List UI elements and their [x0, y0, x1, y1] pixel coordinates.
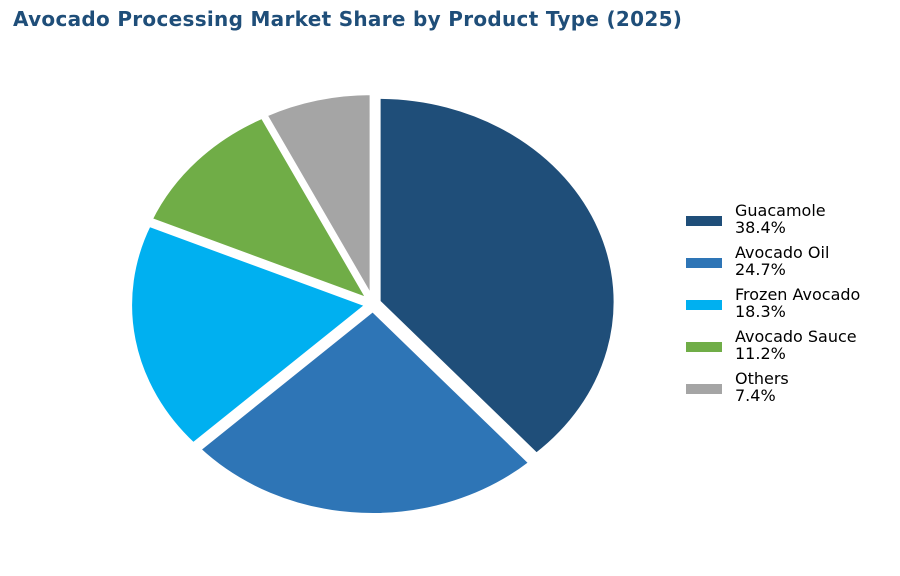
- pie-slice-avocado-sauce: [148, 114, 371, 302]
- legend-swatch: [686, 342, 722, 352]
- legend-label: Avocado Oil: [735, 243, 830, 262]
- pie-slice-avocado-oil: [196, 307, 533, 517]
- pie-slices: [128, 91, 618, 517]
- legend-label: Avocado Sauce: [735, 327, 857, 346]
- legend-swatch: [686, 258, 722, 268]
- legend-swatch: [686, 384, 722, 394]
- legend-label: Frozen Avocado: [735, 285, 861, 304]
- legend-value: 7.4%: [735, 386, 776, 405]
- legend-swatch: [686, 300, 722, 310]
- legend-label: Guacamole: [735, 201, 826, 220]
- legend-value: 24.7%: [735, 260, 786, 279]
- pie-slice-frozen-avocado: [128, 222, 370, 447]
- chart-title: Avocado Processing Market Share by Produ…: [13, 7, 683, 31]
- legend-label: Others: [735, 369, 789, 388]
- legend-value: 38.4%: [735, 218, 786, 237]
- legend-value: 11.2%: [735, 344, 786, 363]
- pie-slice-guacamole: [376, 94, 618, 457]
- pie-slice-others: [263, 91, 374, 301]
- legend-swatch: [686, 216, 722, 226]
- legend-value: 18.3%: [735, 302, 786, 321]
